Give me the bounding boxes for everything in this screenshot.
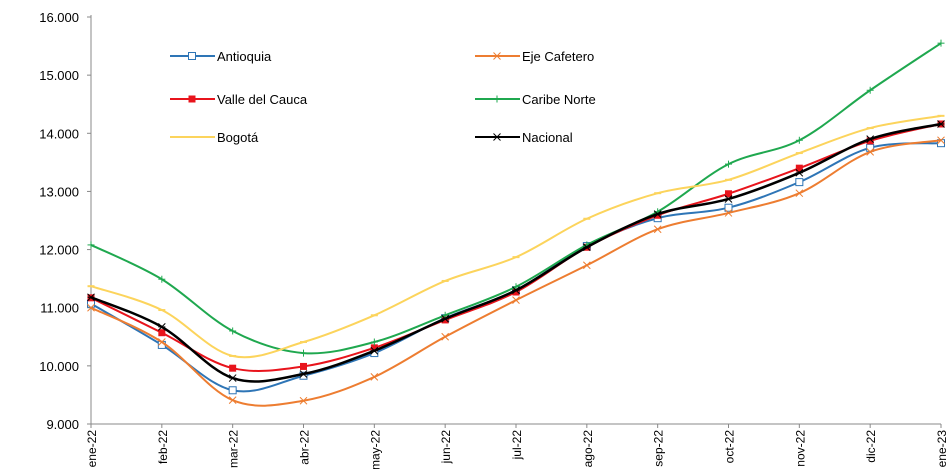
y-tick-label: 16.000 [39, 10, 79, 25]
legend-label: Valle del Cauca [217, 92, 308, 107]
y-tick-label: 12.000 [39, 243, 79, 258]
x-tick-label: jul-22 [510, 430, 524, 461]
series-line [90, 139, 942, 407]
marker [229, 327, 237, 335]
marker [795, 189, 804, 198]
marker [724, 203, 733, 212]
marker [157, 338, 166, 346]
marker [493, 95, 501, 103]
marker [441, 314, 450, 323]
marker [512, 288, 520, 296]
marker [87, 293, 95, 302]
marker [370, 344, 378, 352]
marker [512, 286, 520, 295]
series-line [90, 42, 942, 355]
marker [937, 136, 945, 145]
marker [937, 39, 945, 47]
x-tick-label: ago-22 [581, 430, 595, 468]
marker [866, 148, 875, 156]
legend-label: Bogotá [217, 130, 259, 145]
marker [582, 243, 591, 252]
marker [937, 120, 945, 128]
legend-label: Eje Cafetero [522, 49, 594, 64]
marker [229, 364, 237, 372]
marker [653, 210, 662, 218]
marker [795, 136, 803, 144]
y-tick-label: 10.000 [39, 359, 79, 374]
marker [441, 332, 450, 341]
series-line [90, 142, 942, 393]
marker [370, 373, 379, 381]
marker [87, 241, 95, 249]
marker [866, 135, 875, 143]
marker [188, 95, 196, 103]
x-tick-label: sep-22 [652, 430, 666, 467]
marker [493, 52, 501, 60]
marker [795, 168, 804, 177]
legend-label: Antioquia [217, 49, 272, 64]
marker [725, 190, 732, 198]
marker [299, 370, 308, 378]
marker [795, 164, 803, 172]
x-tick-label: mar-22 [227, 430, 241, 468]
marker [493, 133, 501, 141]
marker [157, 323, 166, 331]
series-line [90, 123, 942, 372]
marker [158, 275, 166, 283]
marker [866, 86, 874, 94]
marker [370, 346, 379, 355]
marker [512, 296, 520, 305]
marker [653, 225, 662, 234]
x-tick-label: dic-22 [864, 430, 878, 463]
y-tick-label: 15.000 [39, 68, 79, 83]
x-tick-label: may-22 [368, 430, 382, 469]
y-tick-label: 14.000 [39, 126, 79, 141]
y-tick-label: 11.000 [40, 301, 79, 316]
x-tick-label: feb-22 [156, 430, 170, 464]
marker [188, 52, 196, 60]
marker [370, 338, 378, 346]
x-tick-label: jun-22 [439, 430, 453, 465]
marker [725, 160, 732, 168]
marker [724, 195, 733, 203]
marker [228, 386, 237, 395]
legend-label: Nacional [522, 130, 573, 145]
marker [228, 374, 237, 382]
marker [582, 261, 591, 270]
legend-label: Caribe Norte [522, 92, 596, 107]
x-tick-label: ene-23 [935, 430, 949, 468]
marker [300, 362, 307, 370]
marker [300, 349, 307, 357]
marker [228, 396, 237, 405]
x-tick-label: ene-22 [85, 430, 99, 468]
y-tick-label: 13.000 [39, 184, 79, 199]
marker [158, 329, 166, 337]
marker [866, 137, 874, 145]
x-tick-label: nov-22 [793, 430, 807, 467]
marker [299, 396, 308, 405]
marker [795, 178, 804, 187]
x-tick-label: abr-22 [298, 430, 312, 465]
marker [87, 303, 95, 312]
y-tick-label: 9.000 [46, 417, 79, 432]
marker [724, 209, 733, 217]
x-tick-label: oct-22 [723, 430, 737, 464]
